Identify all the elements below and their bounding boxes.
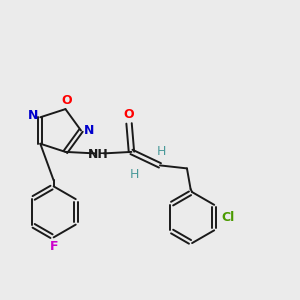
Text: F: F <box>50 240 58 254</box>
Text: H: H <box>130 168 139 182</box>
Text: O: O <box>124 108 134 121</box>
Text: O: O <box>61 94 72 107</box>
Text: H: H <box>157 145 166 158</box>
Text: N: N <box>28 109 38 122</box>
Text: NH: NH <box>88 148 109 161</box>
Text: Cl: Cl <box>221 211 234 224</box>
Text: N: N <box>83 124 94 137</box>
